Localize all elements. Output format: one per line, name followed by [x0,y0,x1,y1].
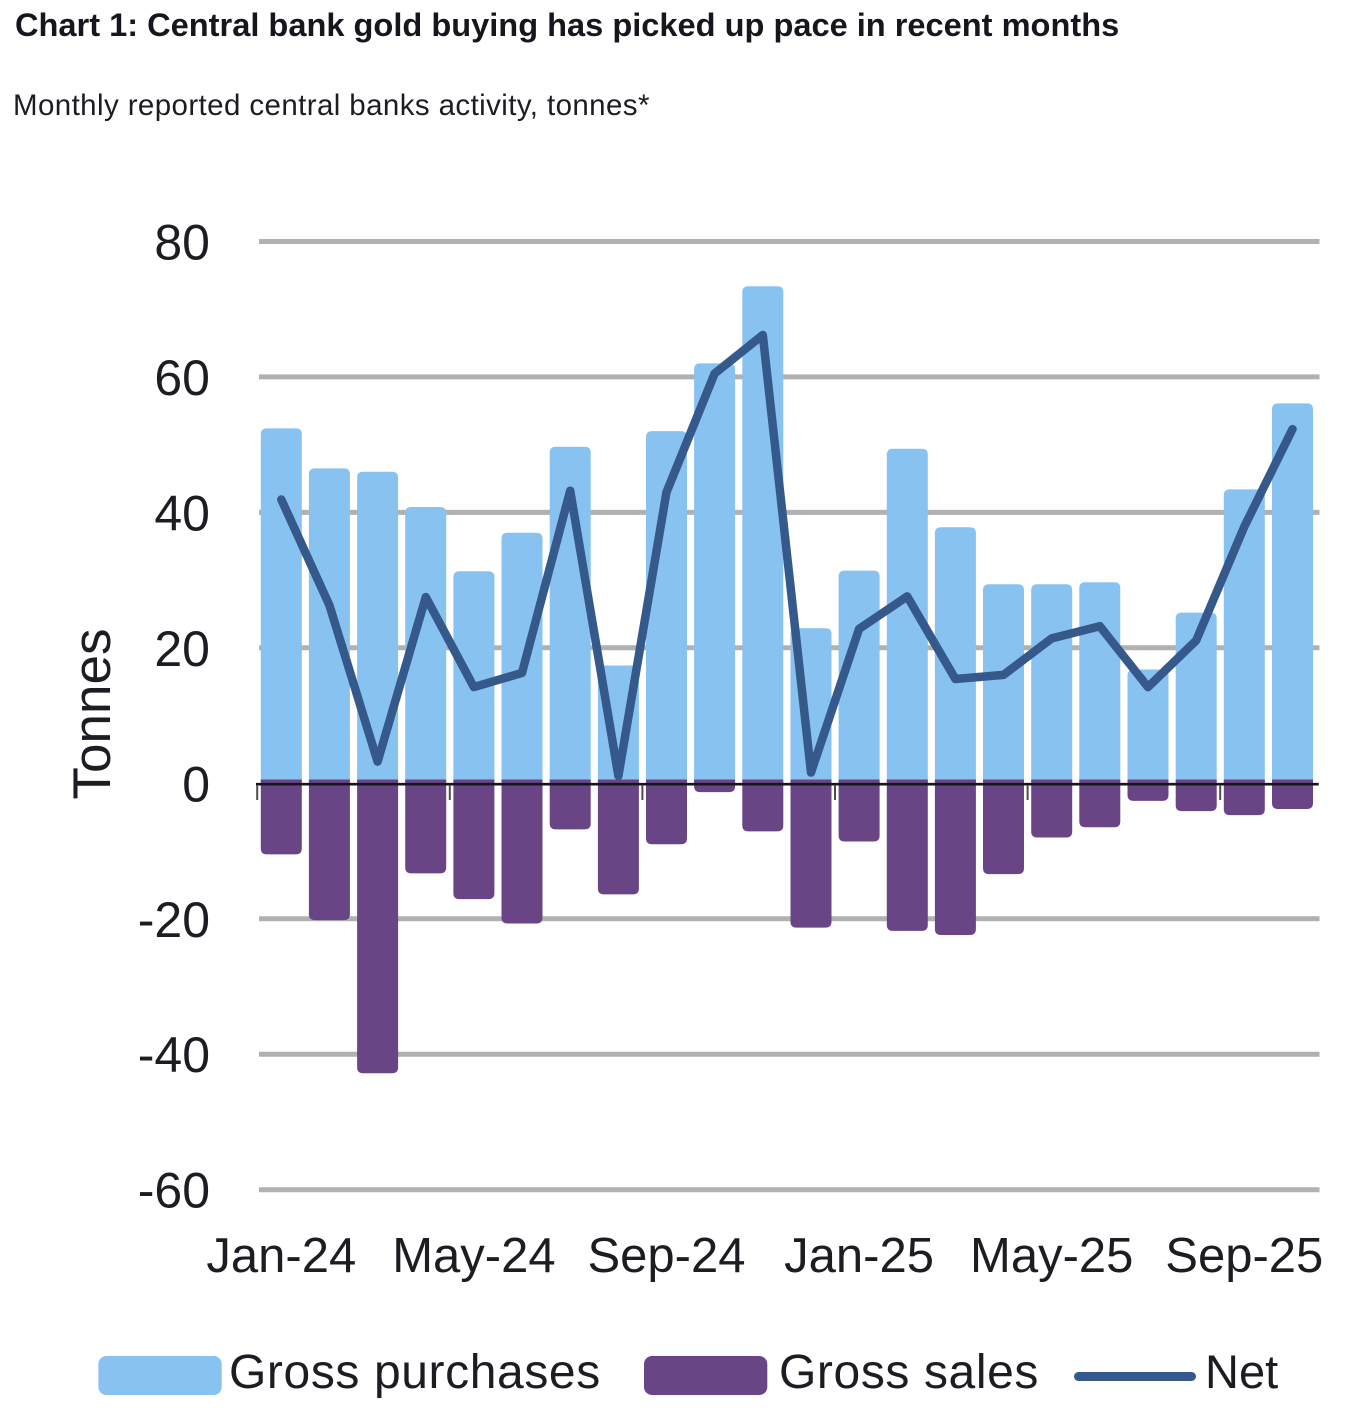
svg-text:Gross purchases: Gross purchases [229,1346,601,1399]
svg-text:Tonnes: Tonnes [63,629,122,800]
svg-text:60: 60 [154,350,210,406]
svg-text:May-25: May-25 [970,1229,1133,1283]
svg-text:-60: -60 [138,1163,210,1219]
svg-text:-40: -40 [138,1027,210,1083]
svg-text:80: 80 [154,215,210,271]
svg-text:-20: -20 [138,892,210,948]
svg-text:Sep-24: Sep-24 [587,1229,745,1283]
svg-text:Monthly reported central banks: Monthly reported central banks activity,… [13,89,650,122]
svg-text:Net: Net [1205,1345,1278,1398]
svg-text:Chart 1: Central bank gold buy: Chart 1: Central bank gold buying has pi… [15,6,1119,43]
svg-text:Gross sales: Gross sales [779,1346,1039,1399]
svg-text:20: 20 [154,621,210,677]
svg-text:May-24: May-24 [392,1229,555,1283]
svg-text:0: 0 [182,756,210,812]
svg-text:40: 40 [154,485,210,541]
svg-text:Jan-25: Jan-25 [784,1229,934,1283]
svg-text:Jan-24: Jan-24 [206,1229,356,1283]
svg-text:Sep-25: Sep-25 [1165,1229,1323,1283]
